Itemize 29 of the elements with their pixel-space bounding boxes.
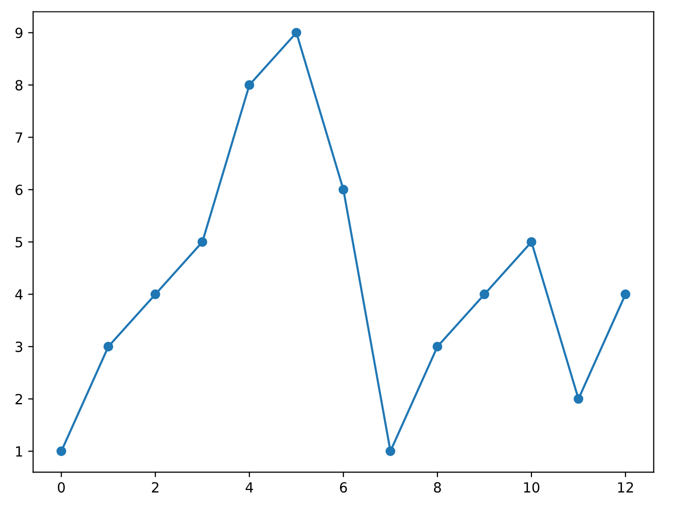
x-tick-label: 4 bbox=[246, 482, 254, 492]
y-tick-label: 7 bbox=[16, 132, 22, 143]
x-tick-label: 10 bbox=[524, 482, 540, 493]
point bbox=[198, 237, 208, 247]
x-tick-label: 12 bbox=[618, 482, 633, 492]
y-tick-label: 3 bbox=[16, 342, 22, 352]
y-tick-label: 5 bbox=[16, 237, 22, 248]
point bbox=[386, 446, 396, 456]
x-tick-label: 2 bbox=[152, 482, 158, 492]
point bbox=[244, 80, 254, 90]
point bbox=[526, 237, 536, 247]
point bbox=[574, 394, 584, 404]
x-tick-label: 8 bbox=[434, 482, 441, 493]
y-tick-label: 4 bbox=[15, 289, 23, 300]
point bbox=[292, 28, 302, 38]
point bbox=[338, 184, 348, 194]
y-tick-label: 8 bbox=[16, 80, 22, 90]
y-tick-label: 9 bbox=[15, 28, 22, 38]
point bbox=[150, 289, 160, 300]
y-tick-label: 2 bbox=[16, 394, 22, 404]
point bbox=[56, 446, 66, 456]
y-tick-label: 6 bbox=[16, 184, 23, 196]
x-tick-label: 0 bbox=[58, 482, 65, 493]
point bbox=[432, 342, 442, 352]
point bbox=[103, 342, 114, 352]
point bbox=[620, 289, 630, 300]
x-tick-label: 6 bbox=[340, 482, 347, 493]
y-tick-label: 1 bbox=[16, 446, 22, 457]
point bbox=[480, 289, 490, 300]
